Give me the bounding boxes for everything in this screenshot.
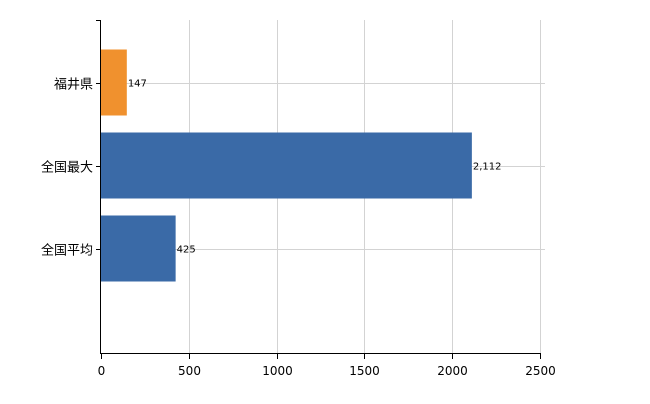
bar-1	[101, 132, 472, 199]
x-tick-label-2: 1000	[262, 364, 293, 378]
x-tick-label-1: 500	[178, 364, 201, 378]
x-tick-label-5: 2500	[525, 364, 556, 378]
y-tick-label-2: 全国平均	[41, 243, 93, 259]
data-label-0: 147	[128, 79, 147, 90]
x-tick-label-4: 2000	[437, 364, 468, 378]
data-label-2: 425	[177, 245, 196, 256]
y-tick-label-0: 福井県	[54, 78, 93, 93]
x-tick-label-3: 1500	[349, 364, 380, 378]
bar-2	[101, 215, 176, 282]
bars-layer	[101, 49, 472, 282]
data-label-1: 2,112	[473, 162, 502, 173]
y-tick-label-1: 全国最大	[41, 160, 93, 176]
x-tick-label-0: 0	[98, 364, 106, 378]
bar-0	[101, 49, 127, 116]
axis-layer	[96, 20, 541, 359]
